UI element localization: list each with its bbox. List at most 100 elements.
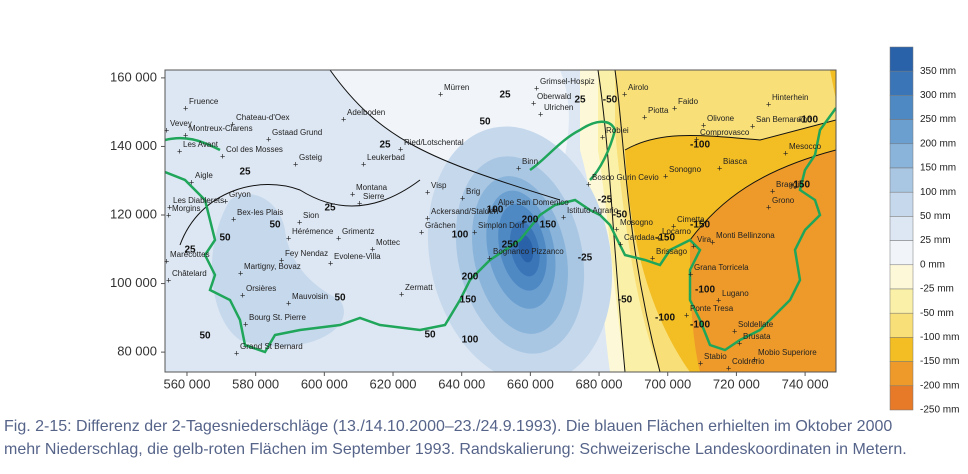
place-label: Grächen bbox=[425, 221, 456, 230]
cross: + bbox=[750, 121, 755, 131]
cross: + bbox=[716, 295, 721, 305]
place-label: Morgins bbox=[172, 204, 200, 213]
cross: + bbox=[642, 112, 647, 122]
place-label: Bosco Gurin Cevio bbox=[592, 173, 659, 182]
cross: + bbox=[223, 196, 228, 206]
cross: + bbox=[516, 163, 521, 173]
contour-label: -50 bbox=[618, 295, 633, 306]
place-label: Mauvoisin bbox=[292, 292, 328, 301]
place-label: Airolo bbox=[628, 83, 649, 92]
contour-label: -150 bbox=[655, 233, 675, 244]
legend-label: -25 mm bbox=[920, 284, 954, 295]
place-label: Mesocco bbox=[789, 142, 822, 151]
legend-swatch bbox=[889, 119, 914, 145]
legend-swatch bbox=[889, 95, 914, 120]
place-label: Sierre bbox=[363, 192, 385, 201]
cross: + bbox=[230, 119, 235, 129]
place-label: Biasca bbox=[723, 157, 748, 166]
contour-label: 50 bbox=[199, 331, 211, 342]
cross: + bbox=[297, 217, 302, 227]
place-label: Grono bbox=[772, 196, 795, 205]
cross: + bbox=[656, 233, 661, 243]
place-label: Soldellate bbox=[738, 320, 774, 329]
contour-label: -100 bbox=[695, 285, 715, 296]
legend-swatch bbox=[889, 46, 914, 72]
cross: + bbox=[293, 159, 298, 169]
cross: + bbox=[783, 148, 788, 158]
caption-line: Fig. 2-15: Differenz der 2-Tagesniedersc… bbox=[4, 418, 893, 435]
cross: + bbox=[691, 241, 696, 251]
place-label: Grana Torricela bbox=[694, 263, 749, 272]
place-label: Olivone bbox=[707, 114, 735, 123]
cross: + bbox=[238, 268, 243, 278]
cross: + bbox=[183, 130, 188, 140]
legend-label: 300 mm bbox=[920, 90, 956, 101]
x-tick-label: 560 000 bbox=[163, 376, 210, 391]
cross: + bbox=[618, 239, 623, 249]
place-label: Mottec bbox=[376, 238, 400, 247]
cross: + bbox=[766, 202, 771, 212]
cross: + bbox=[234, 348, 239, 358]
legend-swatch bbox=[889, 216, 914, 241]
place-label: Cimetta bbox=[677, 215, 705, 224]
place-label: Visp bbox=[431, 181, 447, 190]
legend-label: -150 mm bbox=[920, 356, 959, 367]
x-tick-label: 600 000 bbox=[301, 376, 348, 391]
place-label: Stabio bbox=[704, 352, 727, 361]
contour-label: 25 bbox=[239, 167, 251, 178]
legend-swatch bbox=[889, 167, 914, 193]
place-label: Grimsel-Hospiz bbox=[540, 77, 595, 86]
contour-label: 25 bbox=[574, 95, 586, 106]
cross: + bbox=[164, 125, 169, 135]
contour-label: 50 bbox=[269, 220, 281, 231]
x-tick-label: 660 000 bbox=[507, 376, 554, 391]
place-label: Bognanco Pizzanco bbox=[493, 247, 564, 256]
cross: + bbox=[622, 89, 627, 99]
contour-label: 50 bbox=[219, 233, 231, 244]
contour-label: 200 bbox=[522, 215, 539, 226]
cross: + bbox=[419, 227, 424, 237]
cross: + bbox=[752, 354, 757, 364]
y-tick-label: 120 000 bbox=[110, 206, 157, 221]
cross: + bbox=[531, 98, 536, 108]
contour-label: -150 bbox=[790, 180, 810, 191]
contour-label: -50 bbox=[603, 95, 618, 106]
cross: + bbox=[231, 214, 236, 224]
legend-swatch bbox=[889, 70, 914, 96]
contour-label: -50 bbox=[613, 210, 628, 221]
place-label: Simplon Dorf bbox=[478, 221, 525, 230]
cross: + bbox=[361, 159, 366, 169]
cross: + bbox=[684, 310, 689, 320]
contour-label: 25 bbox=[379, 140, 391, 151]
cross: + bbox=[425, 213, 430, 223]
map: 560 000 580 000 600 000 620 000 640 000 660 0… bbox=[110, 46, 959, 415]
cross: + bbox=[438, 89, 443, 99]
place-label: Leukerbad bbox=[367, 153, 405, 162]
place-label: Ried/Lotschental bbox=[404, 138, 464, 147]
place-label: Cardada bbox=[624, 233, 655, 242]
place-label: Brissago bbox=[656, 247, 688, 256]
x-tick-label: 720 000 bbox=[713, 376, 760, 391]
contour-label: -100 bbox=[798, 115, 818, 126]
cross: + bbox=[770, 186, 775, 196]
cross: + bbox=[672, 103, 677, 113]
place-label: Chateau-d'Oex bbox=[236, 113, 290, 122]
cross: + bbox=[460, 193, 465, 203]
cross: + bbox=[328, 258, 333, 268]
legend-label: 100 mm bbox=[920, 187, 956, 198]
legend-swatch bbox=[889, 385, 914, 411]
x-tick-label: 580 000 bbox=[232, 376, 279, 391]
place-label: Gryon bbox=[229, 190, 251, 199]
cross: + bbox=[663, 171, 668, 181]
cross: + bbox=[164, 256, 169, 266]
place-label: Ulrichen bbox=[544, 103, 573, 112]
cross: + bbox=[717, 163, 722, 173]
legend-swatch bbox=[889, 337, 914, 362]
legend-label: 200 mm bbox=[920, 138, 956, 149]
cross: + bbox=[698, 358, 703, 368]
place-label: Fruence bbox=[189, 97, 219, 106]
cross: + bbox=[650, 253, 655, 263]
place-label: San Bernardino bbox=[756, 115, 812, 124]
place-label: Istituto Agrario bbox=[567, 206, 619, 215]
place-label: Oberwald bbox=[537, 92, 571, 101]
